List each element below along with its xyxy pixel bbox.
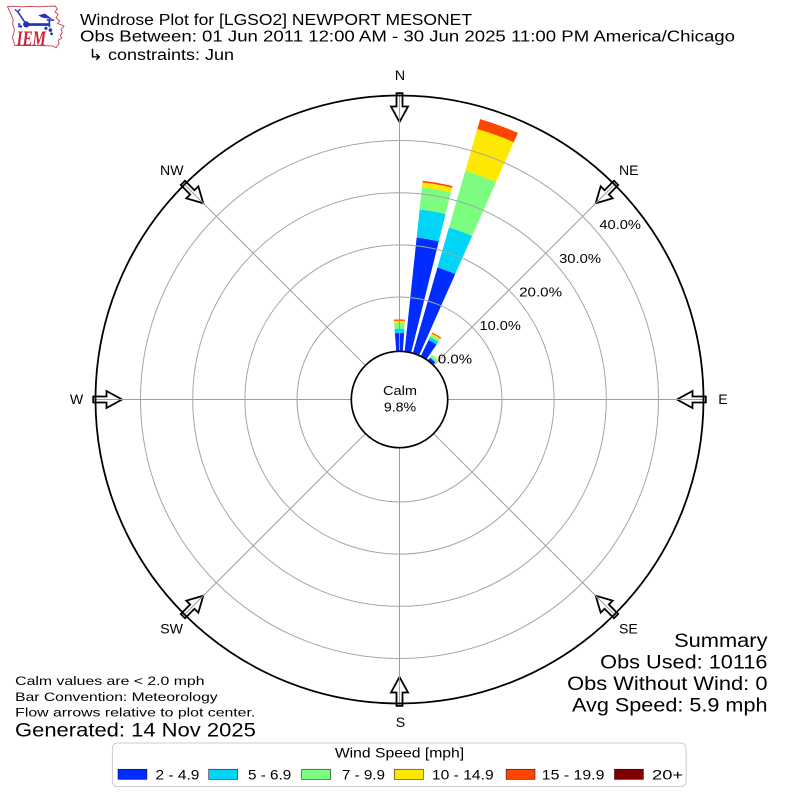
svg-text:NW: NW — [160, 162, 184, 178]
svg-text:5 - 6.9: 5 - 6.9 — [248, 768, 291, 783]
svg-text:Bar Convention: Meteorology: Bar Convention: Meteorology — [15, 690, 219, 704]
svg-text:10 - 14.9: 10 - 14.9 — [432, 768, 494, 783]
svg-text:E: E — [718, 391, 727, 407]
svg-text:Avg Speed: 5.9 mph: Avg Speed: 5.9 mph — [572, 694, 768, 716]
svg-text:SE: SE — [619, 620, 638, 636]
svg-text:Obs Between: 01 Jun 2011 12:00: Obs Between: 01 Jun 2011 12:00 AM - 30 J… — [80, 29, 735, 46]
svg-text:Calm values are < 2.0 mph: Calm values are < 2.0 mph — [15, 674, 204, 688]
svg-text:30.0%: 30.0% — [559, 251, 601, 266]
svg-text:↳ constraints: Jun: ↳ constraints: Jun — [88, 47, 234, 64]
svg-text:IEM: IEM — [16, 27, 47, 51]
svg-text:9.8%: 9.8% — [384, 399, 417, 414]
svg-text:NE: NE — [619, 162, 639, 178]
svg-text:Windrose Plot for [LGSO2] NEWP: Windrose Plot for [LGSO2] NEWPORT MESONE… — [80, 12, 473, 29]
svg-text:Flow arrows relative to plot c: Flow arrows relative to plot center. — [15, 706, 255, 720]
svg-text:0.0%: 0.0% — [438, 352, 472, 367]
svg-text:Calm: Calm — [383, 383, 417, 398]
svg-text:Summary: Summary — [674, 630, 768, 652]
svg-text:20+: 20+ — [652, 768, 683, 783]
svg-text:2 - 4.9: 2 - 4.9 — [156, 768, 200, 783]
svg-text:Generated: 14 Nov 2025: Generated: 14 Nov 2025 — [15, 721, 256, 742]
svg-text:Obs Used: 10116: Obs Used: 10116 — [600, 651, 767, 673]
svg-text:Obs Without Wind: 0: Obs Without Wind: 0 — [567, 673, 768, 695]
svg-text:20.0%: 20.0% — [519, 284, 562, 299]
svg-text:7 - 9.9: 7 - 9.9 — [342, 768, 385, 783]
svg-text:W: W — [70, 391, 84, 407]
svg-text:SW: SW — [160, 620, 183, 636]
svg-text:Wind Speed [mph]: Wind Speed [mph] — [335, 745, 464, 760]
svg-text:N: N — [395, 67, 405, 83]
svg-text:S: S — [396, 714, 405, 730]
svg-text:40.0%: 40.0% — [599, 217, 641, 232]
svg-text:10.0%: 10.0% — [480, 318, 522, 333]
svg-text:15 - 19.9: 15 - 19.9 — [542, 768, 605, 783]
